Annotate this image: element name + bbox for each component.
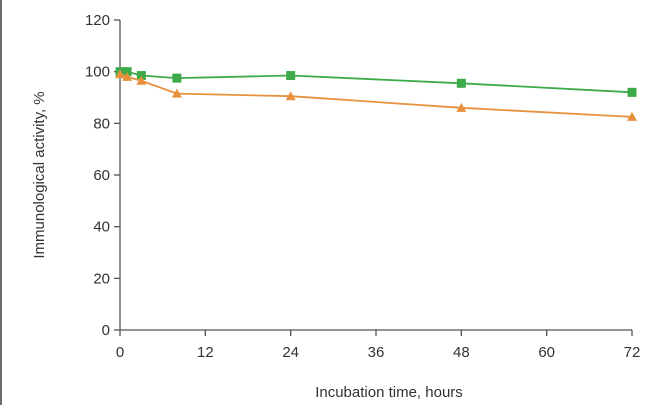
- series-1-point-1: [122, 67, 132, 77]
- series-2-point-2: [136, 75, 147, 85]
- y-tick-label-20: 20: [93, 270, 110, 287]
- x-axis-title: Incubation time, hours: [315, 384, 463, 401]
- series-1-line: [120, 70, 633, 94]
- y-tick-label-0: 0: [102, 322, 110, 339]
- series-2-point-4: [285, 91, 296, 101]
- x-axis-ticks: 0 12 24 36 48 60 72: [116, 330, 641, 361]
- y-tick-label-100: 100: [85, 64, 110, 81]
- series-1-point-4: [286, 71, 296, 81]
- y-tick-label-60: 60: [93, 167, 110, 184]
- series-1-point-3: [172, 73, 182, 83]
- y-axis-title: Immunological activity, %: [31, 91, 48, 258]
- series-2-point-1: [122, 71, 133, 81]
- series-1-point-6: [627, 87, 637, 97]
- series-1-point-5: [456, 78, 466, 88]
- x-tick-label-72: 72: [624, 344, 641, 361]
- y-tick-label-120: 120: [85, 12, 110, 29]
- y-tick-label-80: 80: [93, 115, 110, 132]
- series-2-line: [119, 73, 633, 118]
- x-tick-label-48: 48: [453, 344, 470, 361]
- series-1-point-2: [136, 71, 146, 81]
- x-tick-label-60: 60: [538, 344, 555, 361]
- series-group: [115, 67, 637, 121]
- x-tick-label-0: 0: [116, 344, 124, 361]
- series-2-point-5: [456, 102, 467, 112]
- series-2-point-6: [627, 111, 637, 121]
- x-tick-label-36: 36: [368, 344, 385, 361]
- left-border-line: [0, 0, 2, 405]
- x-tick-label-24: 24: [282, 344, 299, 361]
- series-2-point-3: [171, 88, 182, 98]
- y-axis-ticks: 0 20 40 60 80 100 120: [85, 12, 120, 339]
- x-tick-label-12: 12: [197, 344, 214, 361]
- series-2-point-0: [115, 69, 125, 79]
- y-tick-label-40: 40: [93, 219, 110, 236]
